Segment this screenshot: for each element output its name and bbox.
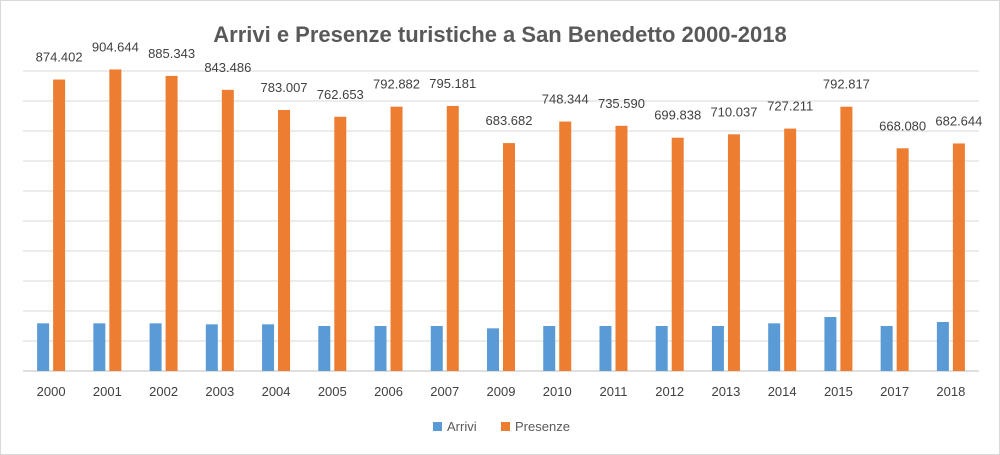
data-label-presenze-2014: 727.211 [767,99,813,114]
bar-arrivi-2004 [262,324,274,371]
data-label-presenze-2003: 843.486 [204,60,251,75]
bar-arrivi-2018 [937,322,949,371]
bar-presenze-2010 [559,122,571,371]
data-label-presenze-2007: 795.181 [429,76,476,91]
x-tick-label: 2006 [374,384,403,399]
data-label-presenze-2018: 682.644 [935,113,982,128]
bar-arrivi-2015 [824,317,836,371]
bar-arrivi-2003 [206,324,218,371]
x-tick-label: 2015 [824,384,853,399]
x-axis-ticks: 2000 2001 2002 2003 2004 2005 2006 2007 2009 2010… [37,384,966,399]
bar-presenze-2005 [334,117,346,371]
x-tick-label: 2005 [318,384,347,399]
data-label-presenze-2011: 735.590 [598,96,645,111]
x-tick-label: 2013 [711,384,740,399]
data-label-presenze-2005: 762.653 [317,87,364,102]
x-tick-label: 2014 [768,384,797,399]
bar-presenze-2006 [391,107,403,371]
data-label-presenze-2013: 710.037 [710,104,757,119]
bar-arrivi-2009 [487,328,499,371]
data-label-presenze-2009: 683.682 [486,113,533,128]
data-label-presenze-2006: 792.882 [373,77,420,92]
x-tick-label: 2017 [880,384,909,399]
data-label-presenze-2001: 904.644 [92,39,139,54]
data-label-presenze-2002: 885.343 [148,46,195,61]
data-label-presenze-2012: 699.838 [654,108,701,123]
x-tick-label: 2001 [93,384,122,399]
bar-presenze-2004 [278,110,290,371]
bar-arrivi-2012 [656,326,668,371]
x-tick-label: 2007 [430,384,459,399]
data-labels: 874.402 904.644 885.343 843.486 783.007 762.6… [36,39,983,133]
chart-title: Arrivi e Presenze turistiche a San Bened… [213,22,786,47]
bar-arrivi-2002 [150,323,162,371]
x-tick-label: 2018 [936,384,965,399]
bar-arrivi-2014 [768,323,780,371]
data-label-presenze-2004: 783.007 [261,80,308,95]
legend: Arrivi Presenze [433,419,570,434]
legend-label-arrivi: Arrivi [447,419,477,434]
bar-presenze-2007 [447,106,459,371]
bar-presenze-2002 [166,76,178,371]
x-tick-label: 2000 [37,384,66,399]
x-tick-label: 2009 [487,384,516,399]
bar-presenze-2014 [784,129,796,371]
x-tick-label: 2012 [655,384,684,399]
data-label-presenze-2010: 748.344 [542,92,589,107]
bar-chart: Arrivi e Presenze turistiche a San Bened… [1,1,999,454]
legend-swatch-presenze [501,422,510,431]
x-tick-label: 2002 [149,384,178,399]
bar-presenze-2009 [503,143,515,371]
bar-presenze-2017 [897,148,909,371]
bar-arrivi-2005 [318,326,330,371]
bar-arrivi-2001 [93,323,105,371]
bar-presenze-2012 [672,138,684,371]
bar-arrivi-2000 [37,323,49,371]
bar-presenze-2011 [615,126,627,371]
bar-arrivi-2011 [599,326,611,371]
bar-arrivi-2010 [543,326,555,371]
bar-arrivi-2017 [881,326,893,371]
x-tick-label: 2011 [599,384,627,399]
bar-presenze-2015 [840,107,852,371]
legend-label-presenze: Presenze [515,419,570,434]
x-tick-label: 2003 [205,384,234,399]
data-label-presenze-2017: 668.080 [879,118,926,133]
x-tick-label: 2010 [543,384,572,399]
legend-swatch-arrivi [433,422,442,431]
bar-presenze-2018 [953,143,965,371]
bar-presenze-2003 [222,90,234,371]
bar-arrivi-2013 [712,326,724,371]
bar-presenze-2000 [53,80,65,371]
bar-arrivi-2006 [375,326,387,371]
data-label-presenze-2000: 874.402 [36,50,83,65]
chart-container: Arrivi e Presenze turistiche a San Bened… [0,0,1000,455]
bar-presenze-2001 [109,69,121,371]
x-tick-label: 2004 [262,384,291,399]
data-label-presenze-2015: 792.817 [823,77,870,92]
bar-arrivi-2007 [431,326,443,371]
bar-presenze-2013 [728,134,740,371]
